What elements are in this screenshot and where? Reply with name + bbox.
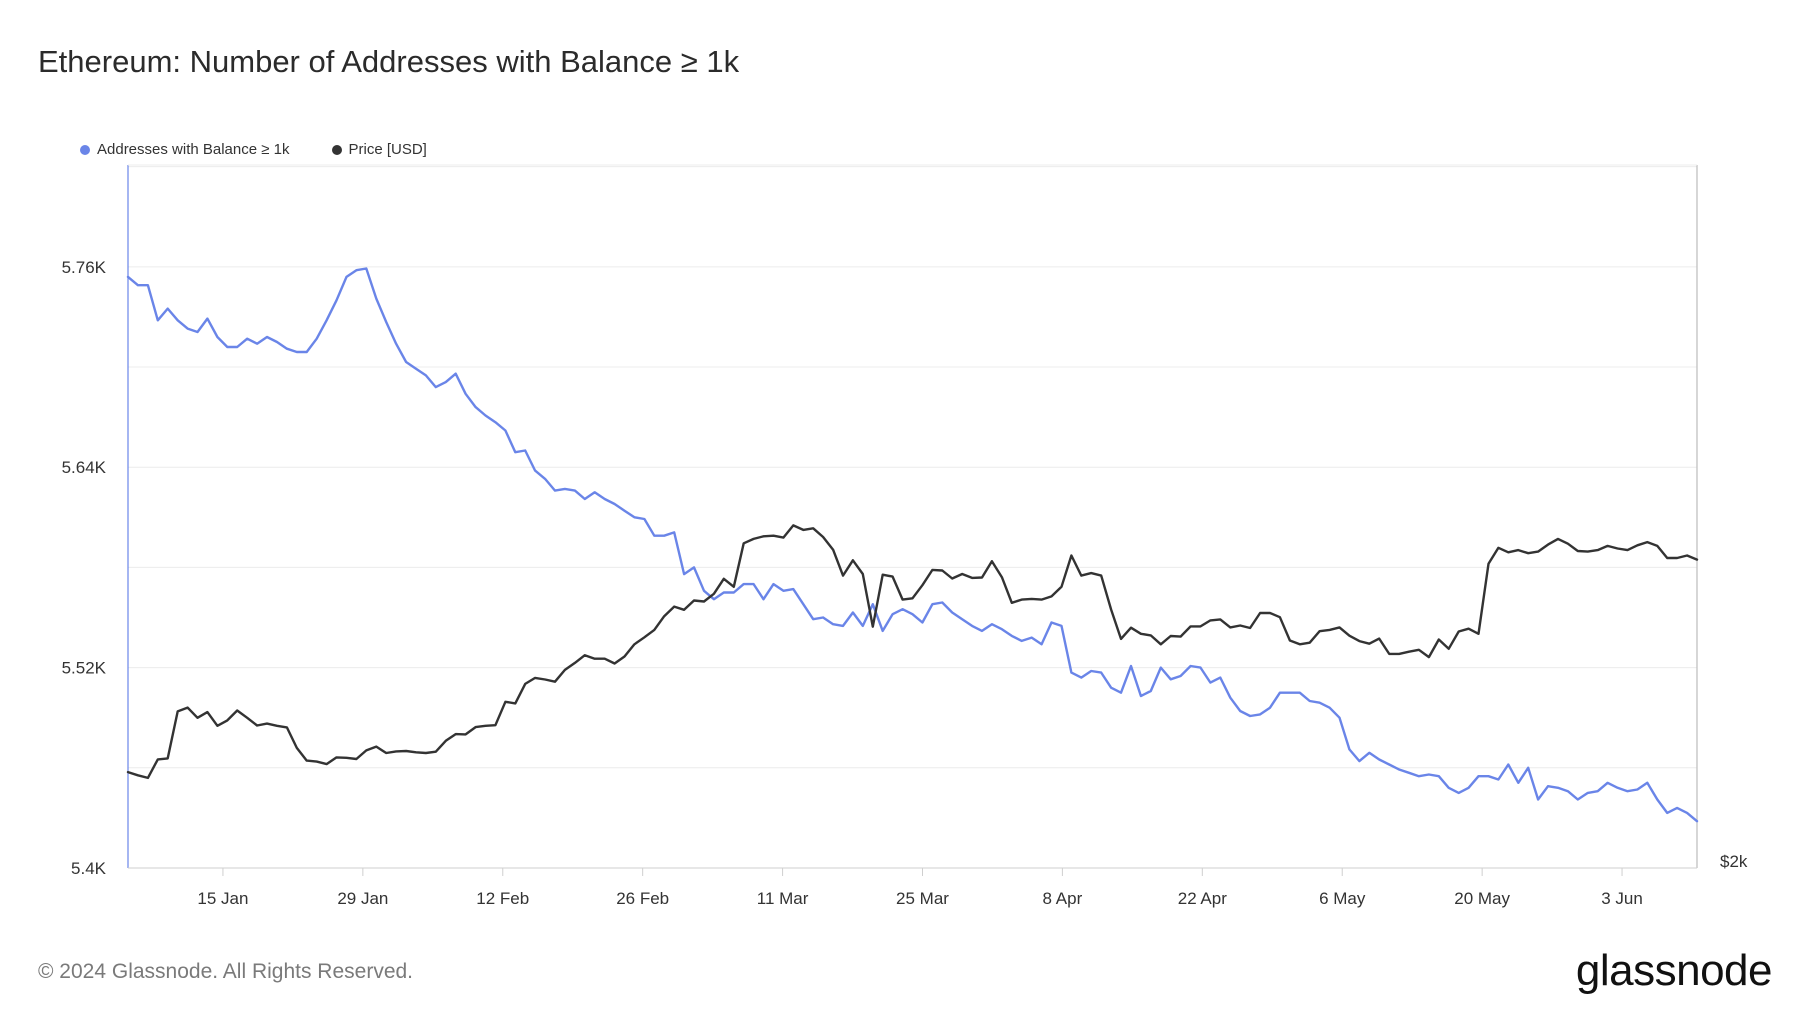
x-tick-label: 3 Jun — [1601, 889, 1643, 908]
series-line-price — [126, 524, 1699, 780]
x-tick-label: 15 Jan — [197, 889, 248, 908]
legend: Addresses with Balance ≥ 1k Price [USD] — [80, 141, 427, 158]
x-tick-label: 6 May — [1319, 889, 1366, 908]
legend-item-addresses[interactable]: Addresses with Balance ≥ 1k — [80, 141, 290, 158]
glassnode-logo: glassnode — [1575, 946, 1773, 995]
legend-addresses-label: Addresses with Balance ≥ 1k — [97, 141, 290, 158]
x-tick-label: 22 Apr — [1178, 889, 1227, 908]
y-left-tick-label: 5.76K — [62, 258, 107, 277]
legend-addresses-marker — [80, 144, 90, 155]
chart-title: Ethereum: Number of Addresses with Balan… — [38, 44, 740, 79]
legend-price-marker — [331, 144, 342, 155]
series-line-addresses — [126, 267, 1699, 823]
legend-item-price[interactable]: Price [USD] — [331, 141, 427, 158]
x-tick-label: 20 May — [1454, 889, 1510, 908]
x-tick-label: 12 Feb — [476, 889, 529, 908]
y-right-tick-label: $2k — [1720, 852, 1748, 871]
y-left-tick-label: 5.52K — [62, 659, 107, 678]
x-tick-label: 29 Jan — [337, 889, 388, 908]
x-tick-label: 8 Apr — [1043, 889, 1083, 908]
legend-price-label: Price [USD] — [348, 141, 427, 158]
copyright-text: © 2024 Glassnode. All Rights Reserved. — [38, 960, 414, 983]
x-tick-label: 11 Mar — [757, 889, 809, 908]
y-left-tick-label: 5.4K — [71, 859, 107, 878]
x-tick-label: 26 Feb — [616, 889, 669, 908]
y-left-tick-label: 5.64K — [62, 458, 107, 477]
x-tick-label: 25 Mar — [896, 889, 949, 908]
